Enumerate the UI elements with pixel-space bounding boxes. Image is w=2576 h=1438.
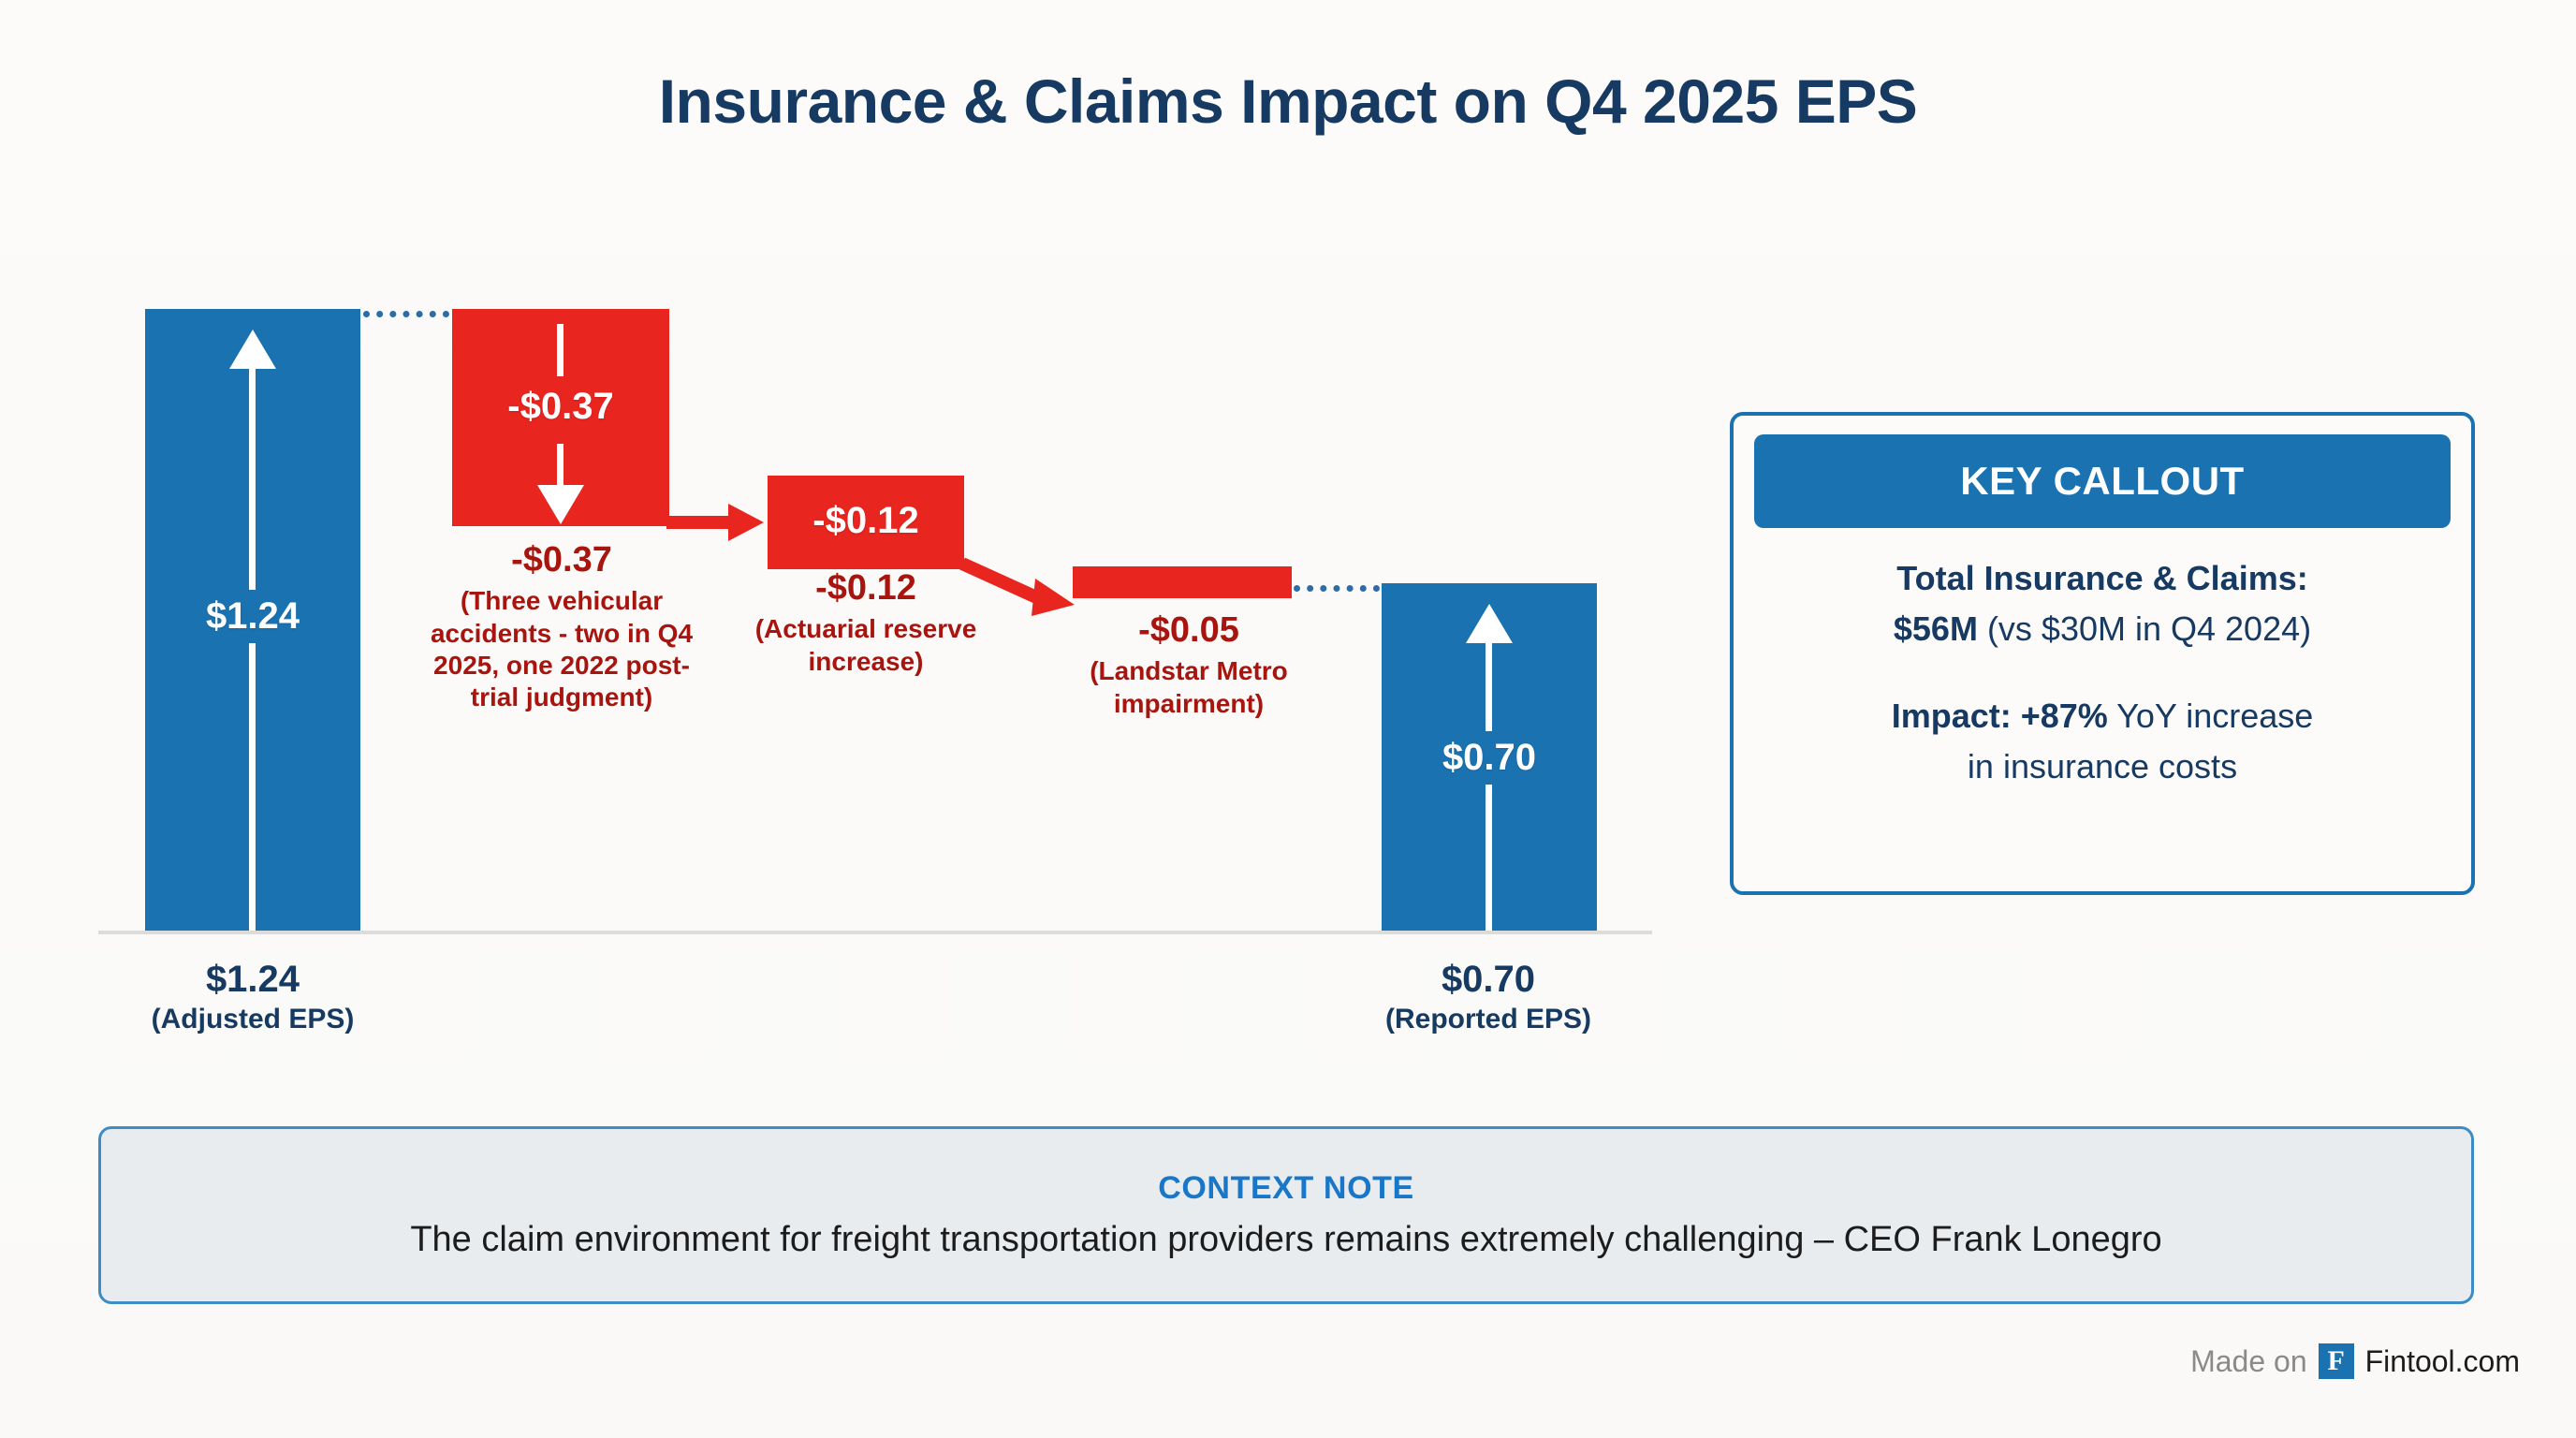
callout-total-compare: (vs $30M in Q4 2024): [1977, 609, 2312, 648]
arrow-shaft: [249, 365, 256, 931]
label-landstar-metro-impairment: -$0.05 (Landstar Metro impairment): [1048, 609, 1329, 720]
arrow-shaft: [557, 444, 564, 487]
callout-impact-value: +87%: [2020, 697, 2108, 736]
callout-total-label: Total Insurance & Claims:: [1896, 559, 2308, 597]
connector-arrow-1: [666, 504, 764, 541]
bar-reported-eps[interactable]: $0.70: [1382, 583, 1597, 931]
axis-value: $1.24: [205, 959, 300, 1000]
context-note-text: The claim environment for freight transp…: [410, 1220, 2162, 1259]
label-value: -$0.05: [1138, 610, 1239, 650]
axis-label-reported-eps: $0.70 (Reported EPS): [1339, 957, 1638, 1036]
bar-value-vehicular-accidents: -$0.37: [507, 386, 614, 427]
footer-brand[interactable]: Fintool.com: [2364, 1343, 2520, 1378]
axis-caption: (Reported EPS): [1384, 1003, 1592, 1034]
connector-dotted-1: [363, 311, 449, 317]
page-title: Insurance & Claims Impact on Q4 2025 EPS: [658, 66, 1918, 136]
arrow-shaft: [1486, 639, 1492, 931]
label-caption: (Actuarial reserve increase): [754, 614, 977, 676]
context-note-panel: CONTEXT NOTE The claim environment for f…: [98, 1126, 2474, 1304]
label-actuarial-reserve: -$0.12 (Actuarial reserve increase): [754, 566, 978, 678]
arrow-down-icon: [537, 485, 584, 524]
context-note-title: CONTEXT NOTE: [1158, 1170, 1414, 1206]
fintool-logo-icon: F: [2318, 1343, 2354, 1379]
callout-line-1: Total Insurance & Claims:: [1756, 556, 2449, 601]
bar-value-reported-eps: $0.70: [1382, 731, 1597, 785]
axis-value: $0.70: [1441, 959, 1536, 1000]
key-callout-body: Total Insurance & Claims: $56M (vs $30M …: [1756, 556, 2449, 794]
bar-landstar-metro-impairment[interactable]: [1073, 566, 1292, 598]
arrow-shaft: [557, 324, 564, 376]
callout-line-2: $56M (vs $30M in Q4 2024): [1756, 607, 2449, 652]
bar-value-actuarial-reserve: -$0.12: [812, 500, 919, 541]
callout-spacer: [1756, 656, 2449, 694]
bar-value-adjusted-eps: $1.24: [145, 590, 360, 643]
footer-branding: Made on F Fintool.com: [2190, 1343, 2520, 1379]
chart-baseline: [98, 931, 1652, 934]
key-callout-panel: KEY CALLOUT Total Insurance & Claims: $5…: [1730, 412, 2475, 895]
key-callout-header: KEY CALLOUT: [1754, 434, 2451, 528]
waterfall-chart: $1.24 -$0.37 -$0.12: [98, 309, 1652, 1036]
bar-vehicular-accidents[interactable]: -$0.37: [452, 309, 669, 526]
connector-dotted-2: [1294, 585, 1380, 592]
label-value: -$0.12: [815, 568, 916, 608]
callout-total-value: $56M: [1893, 609, 1978, 648]
callout-impact-label: Impact:: [1891, 697, 2021, 736]
bar-adjusted-eps[interactable]: $1.24: [145, 309, 360, 931]
footer-made-on: Made on: [2190, 1343, 2307, 1378]
callout-impact-rest: YoY increase: [2107, 697, 2314, 736]
arrow-up-icon: [1466, 604, 1513, 643]
arrow-up-icon: [229, 330, 276, 369]
label-caption: (Three vehicular accidents - two in Q4 2…: [430, 586, 694, 712]
bar-actuarial-reserve[interactable]: -$0.12: [768, 476, 964, 569]
axis-label-adjusted-eps: $1.24 (Adjusted EPS): [103, 957, 402, 1036]
label-vehicular-accidents: -$0.37 (Three vehicular accidents - two …: [412, 538, 711, 713]
key-callout-title: KEY CALLOUT: [1960, 459, 2245, 503]
label-value: -$0.37: [511, 540, 612, 580]
axis-caption: (Adjusted EPS): [151, 1003, 355, 1034]
callout-line-4: in insurance costs: [1967, 746, 2238, 785]
label-caption: (Landstar Metro impairment): [1090, 656, 1288, 718]
connector-arrow-2: [959, 557, 1075, 616]
callout-line-3: Impact: +87% YoY increase: [1756, 694, 2449, 739]
